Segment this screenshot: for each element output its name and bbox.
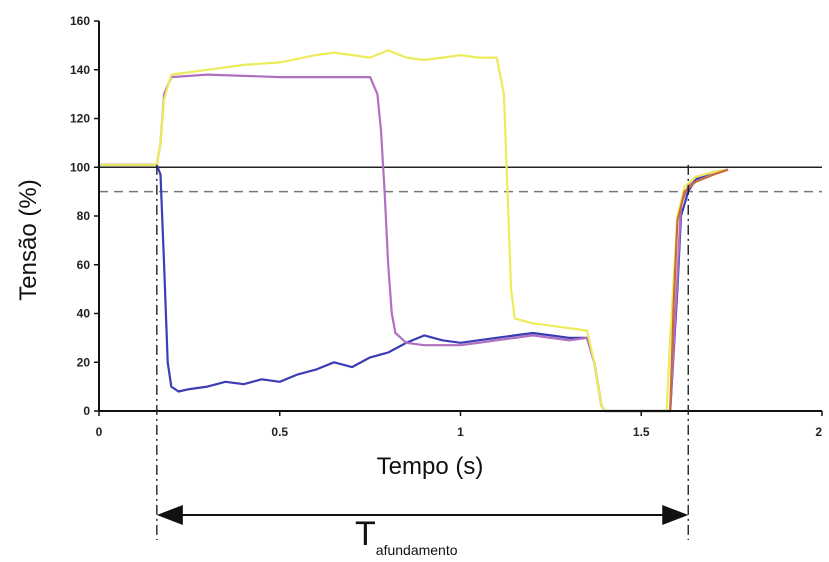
duration-arrow-left-head <box>156 505 183 525</box>
y-tick-label: 60 <box>77 258 91 272</box>
x-tick-label: 1 <box>457 425 464 439</box>
x-axis-label: Tempo (s) <box>377 453 484 480</box>
y-tick-label: 120 <box>70 112 90 126</box>
duration-label-main: T <box>355 515 376 553</box>
y-tick-label: 20 <box>77 355 91 369</box>
x-tick-label: 2 <box>815 425 822 439</box>
y-axis-label: Tensão (%) <box>15 179 42 300</box>
y-tick-label: 80 <box>77 209 91 223</box>
duration-label-subscript: afundamento <box>376 542 458 558</box>
series-line-1 <box>99 163 729 413</box>
duration-label: Tafundamento <box>355 515 458 558</box>
duration-arrow-right-head <box>662 505 689 525</box>
y-tick-label: 40 <box>77 307 91 321</box>
duration-markers <box>156 164 689 540</box>
y-tick-label: 100 <box>70 160 90 174</box>
x-tick-label: 0 <box>96 425 103 439</box>
series-layer <box>99 49 729 413</box>
tick-labels: 0 20 40 60 80 100 120 140 160 0 0.5 1 1.5 2 <box>70 14 823 439</box>
y-tick-label: 160 <box>70 14 90 28</box>
axes <box>98 21 822 412</box>
y-tick-label: 0 <box>83 404 90 418</box>
x-tick-label: 1.5 <box>633 425 650 439</box>
y-tick-label: 140 <box>70 63 90 77</box>
reference-lines <box>99 166 822 193</box>
x-tick-label: 0.5 <box>271 425 288 439</box>
series-line-2 <box>99 73 729 413</box>
series-line-4 <box>669 168 729 412</box>
series-line-3 <box>99 49 729 413</box>
